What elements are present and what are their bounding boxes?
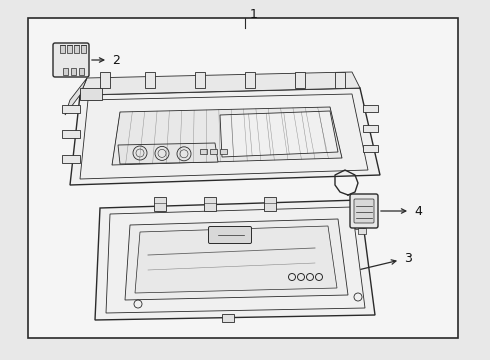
Bar [335,72,345,88]
Bar [79,68,84,75]
Bar [154,197,166,211]
Bar [363,145,378,152]
FancyBboxPatch shape [354,199,374,223]
Polygon shape [70,88,380,185]
Bar [81,45,86,53]
Bar [204,197,216,211]
Polygon shape [65,78,87,115]
Polygon shape [112,107,342,165]
Polygon shape [80,72,360,95]
Bar [363,105,378,112]
Bar [62,105,80,113]
Polygon shape [220,111,338,157]
FancyBboxPatch shape [53,43,89,77]
Bar [71,68,76,75]
Bar [67,45,72,53]
Bar [28,18,458,338]
Polygon shape [118,143,218,164]
Text: 3: 3 [404,252,412,265]
Text: 4: 4 [414,204,422,217]
FancyBboxPatch shape [350,194,378,228]
Bar [222,314,234,322]
Bar [62,155,80,163]
Bar [200,149,207,154]
Bar [355,223,363,229]
Bar [363,125,378,132]
Text: 1: 1 [250,8,258,21]
Bar [100,72,110,88]
Bar [295,72,305,88]
Bar [145,72,155,88]
Bar [352,218,360,224]
Text: 2: 2 [112,54,120,67]
Bar [358,228,366,234]
Bar [220,149,227,154]
Polygon shape [135,226,337,293]
Polygon shape [125,219,348,300]
Bar [195,72,205,88]
Bar [264,197,276,211]
Bar [74,45,79,53]
Bar [245,72,255,88]
Bar [63,68,68,75]
Bar [62,130,80,138]
Bar [80,88,102,100]
Bar [210,149,217,154]
FancyBboxPatch shape [209,226,251,243]
Polygon shape [95,200,375,320]
Bar [60,45,65,53]
